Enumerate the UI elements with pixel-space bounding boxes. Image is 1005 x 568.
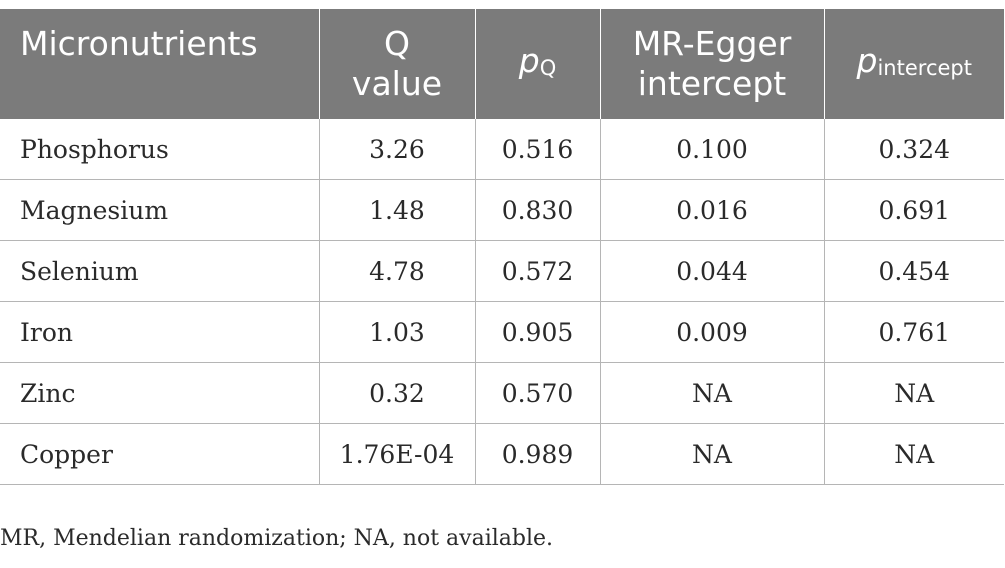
cell-mr-egger-intercept: NA — [600, 423, 825, 485]
header-p-intercept-subscript: intercept — [877, 55, 972, 80]
cell-p-q: 0.516 — [475, 119, 601, 180]
table-row: Copper 1.76E-04 0.989 NA NA — [0, 423, 1004, 485]
header-mr-egger-intercept: MR-Egger intercept — [600, 9, 825, 119]
cell-p-intercept: 0.691 — [824, 179, 1004, 241]
cell-q-value: 1.03 — [319, 301, 476, 363]
header-micronutrients: Micronutrients — [0, 9, 320, 119]
header-mr-egger-label: MR-Egger intercept — [632, 24, 792, 103]
cell-micronutrient: Phosphorus — [0, 119, 320, 180]
table-header: Micronutrients Q value pQ MR-Egger inter… — [0, 9, 1004, 119]
results-table: Micronutrients Q value pQ MR-Egger inter… — [0, 9, 1004, 485]
cell-mr-egger-intercept: 0.044 — [600, 240, 825, 302]
header-p-intercept-symbol: p — [856, 40, 878, 80]
cell-mr-egger-intercept: 0.009 — [600, 301, 825, 363]
table-row: Magnesium 1.48 0.830 0.016 0.691 — [0, 179, 1004, 241]
cell-micronutrient: Iron — [0, 301, 320, 363]
cell-mr-egger-intercept: NA — [600, 362, 825, 424]
cell-p-q: 0.905 — [475, 301, 601, 363]
header-p-q-subscript: Q — [539, 55, 557, 80]
header-q-value: Q value — [319, 9, 476, 119]
table-row: Selenium 4.78 0.572 0.044 0.454 — [0, 240, 1004, 302]
cell-p-intercept: 0.761 — [824, 301, 1004, 363]
cell-p-q: 0.572 — [475, 240, 601, 302]
cell-p-intercept: 0.324 — [824, 119, 1004, 180]
cell-mr-egger-intercept: 0.016 — [600, 179, 825, 241]
header-p-q-symbol: p — [518, 40, 540, 80]
cell-micronutrient: Magnesium — [0, 179, 320, 241]
cell-p-intercept: NA — [824, 423, 1004, 485]
cell-micronutrient: Selenium — [0, 240, 320, 302]
cell-micronutrient: Copper — [0, 423, 320, 485]
header-p-intercept: pintercept — [824, 9, 1004, 119]
table-row: Zinc 0.32 0.570 NA NA — [0, 362, 1004, 424]
cell-micronutrient: Zinc — [0, 362, 320, 424]
table-row: Phosphorus 3.26 0.516 0.100 0.324 — [0, 119, 1004, 180]
cell-p-q: 0.830 — [475, 179, 601, 241]
cell-q-value: 0.32 — [319, 362, 476, 424]
cell-p-intercept: 0.454 — [824, 240, 1004, 302]
cell-q-value: 1.76E-04 — [319, 423, 476, 485]
table-footnote: MR, Mendelian randomization; NA, not ava… — [0, 526, 554, 551]
cell-q-value: 3.26 — [319, 119, 476, 180]
table-body: Phosphorus 3.26 0.516 0.100 0.324 Magnes… — [0, 119, 1004, 485]
cell-p-intercept: NA — [824, 362, 1004, 424]
header-p-q: pQ — [475, 9, 601, 119]
table-row: Iron 1.03 0.905 0.009 0.761 — [0, 301, 1004, 363]
cell-p-q: 0.570 — [475, 362, 601, 424]
cell-mr-egger-intercept: 0.100 — [600, 119, 825, 180]
cell-q-value: 1.48 — [319, 179, 476, 241]
cell-p-q: 0.989 — [475, 423, 601, 485]
header-row: Micronutrients Q value pQ MR-Egger inter… — [0, 9, 1004, 119]
header-q-value-label: Q value — [351, 24, 443, 103]
cell-q-value: 4.78 — [319, 240, 476, 302]
